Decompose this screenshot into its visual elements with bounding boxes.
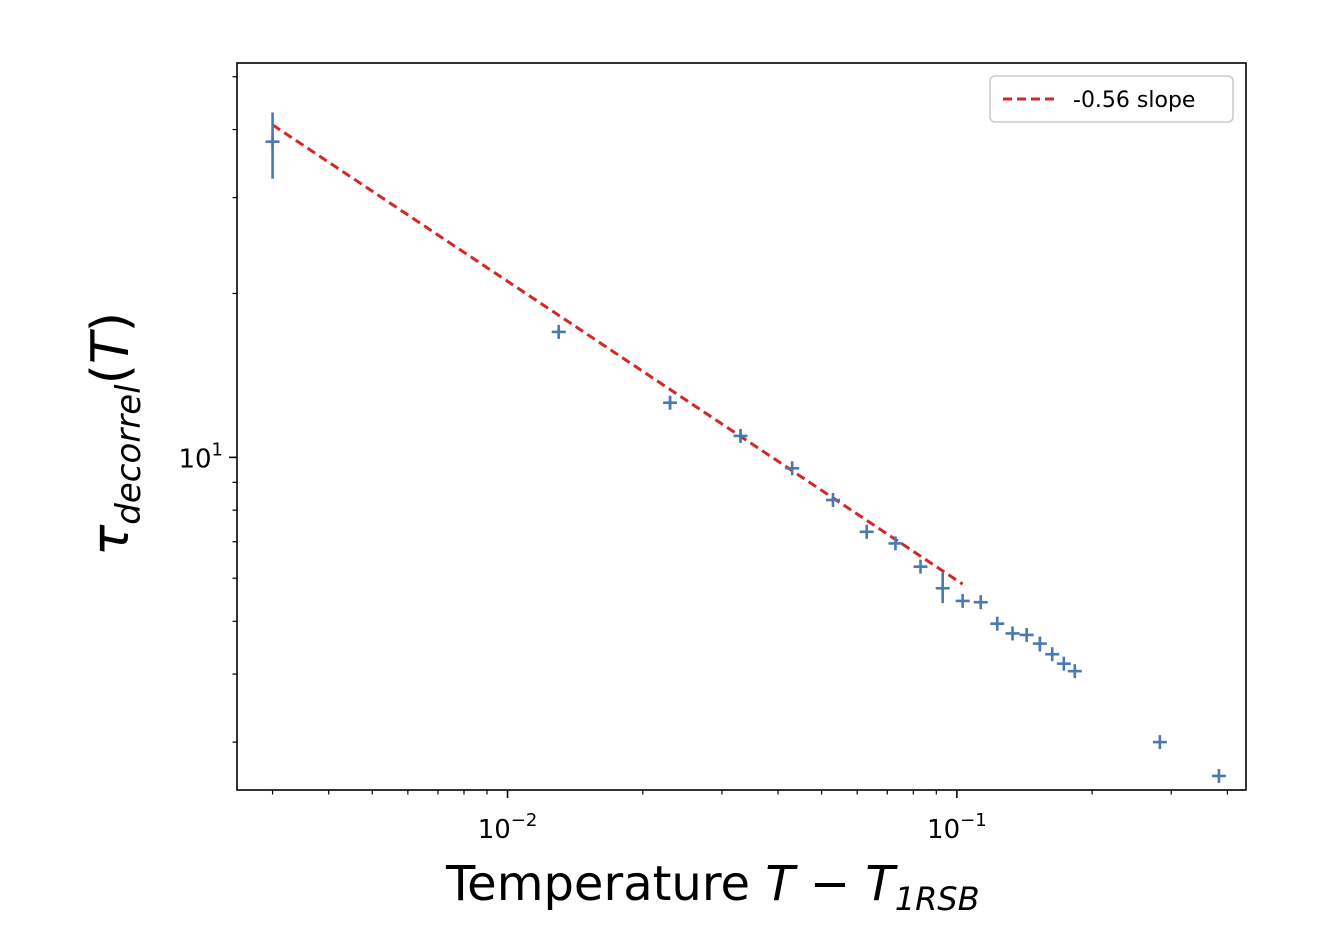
data-point <box>265 112 280 179</box>
y-axis-label-var: T <box>81 328 141 364</box>
data-point <box>551 324 566 339</box>
plot-area <box>265 112 1226 783</box>
y-tick-label-exponent: 1 <box>212 439 223 460</box>
axes-frame <box>236 62 1247 791</box>
x-axis-label-minus: − <box>795 856 866 912</box>
data-point <box>990 616 1005 631</box>
data-point <box>733 428 748 443</box>
legend-label: -0.56 slope <box>1073 88 1195 113</box>
x-axis-label-subscript: 1RSB <box>895 880 980 918</box>
legend: -0.56 slope <box>989 75 1234 123</box>
data-point <box>1019 627 1034 642</box>
x-tick-label: 10−1 <box>927 810 987 845</box>
legend-box <box>989 75 1234 123</box>
x-axis-label: Temperature T − T1RSB <box>445 856 980 918</box>
y-axis-label-paren-open: ( <box>81 364 141 384</box>
y-axis-label-symbol: τ <box>81 524 141 556</box>
fit-line <box>271 123 964 586</box>
data-point <box>859 524 874 539</box>
y-axis-label: τdecorrel(T) <box>81 312 149 556</box>
data-point <box>888 536 903 551</box>
x-axis-label-var: T <box>765 856 798 912</box>
data-point <box>935 572 950 604</box>
y-tick-label-base: 10 <box>178 444 211 474</box>
x-axis-label-subvar: T <box>865 856 898 912</box>
data-point <box>1005 626 1020 641</box>
data-point <box>913 559 928 574</box>
x-tick-label-base: 10 <box>927 815 960 845</box>
data-point <box>1056 656 1071 671</box>
data-point <box>955 593 970 608</box>
data-point <box>663 395 678 410</box>
data-point <box>1152 735 1167 750</box>
data-point <box>1067 664 1082 679</box>
y-axis-label-paren-close: ) <box>81 312 141 332</box>
data-point <box>825 493 840 508</box>
x-tick-label-exponent: −1 <box>960 810 987 831</box>
x-tick-label: 10−2 <box>478 810 538 845</box>
x-tick-label-exponent: −2 <box>511 810 538 831</box>
data-point <box>973 595 988 610</box>
y-tick-label: 101 <box>178 439 223 474</box>
y-axis-label-subscript: decorrel <box>109 384 149 525</box>
x-axis-label-main: Temperature <box>445 856 765 912</box>
data-point <box>1032 636 1047 652</box>
x-tick-label-base: 10 <box>478 815 511 845</box>
data-point <box>1045 647 1060 662</box>
data-point <box>1211 768 1226 783</box>
data-point <box>785 461 800 476</box>
